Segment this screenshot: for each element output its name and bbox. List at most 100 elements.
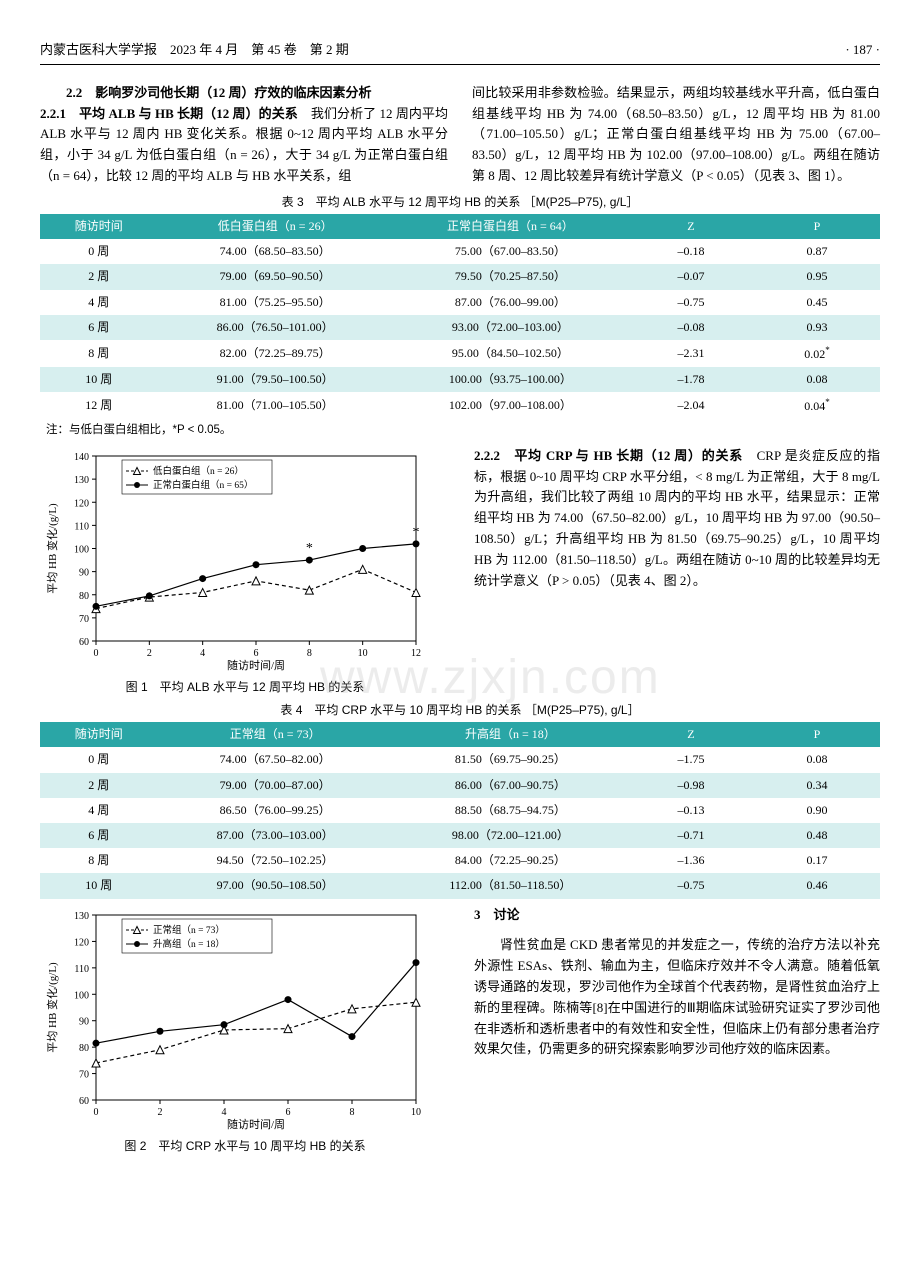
svg-text:*: * — [306, 541, 313, 556]
table-cell: 95.00（84.50–102.50） — [393, 340, 628, 367]
table-cell: 8 周 — [40, 848, 158, 873]
svg-text:70: 70 — [79, 1069, 89, 1080]
table-cell: –0.18 — [628, 239, 754, 264]
svg-text:0: 0 — [94, 648, 99, 659]
table-cell: 91.00（79.50–100.50） — [158, 367, 393, 392]
table-row: 10 周97.00（90.50–108.50）112.00（81.50–118.… — [40, 873, 880, 898]
table-cell: –0.08 — [628, 315, 754, 340]
svg-text:110: 110 — [74, 963, 89, 974]
table-cell: –0.98 — [628, 773, 754, 798]
table-row: 6 周87.00（73.00–103.00）98.00（72.00–121.00… — [40, 823, 880, 848]
table3-caption: 表 3 平均 ALB 水平与 12 周平均 HB 的关系 ［M(P25–P75)… — [40, 193, 880, 212]
table-cell: 0.48 — [754, 823, 880, 848]
svg-text:70: 70 — [79, 614, 89, 625]
table-cell: 0.08 — [754, 367, 880, 392]
table-cell: 8 周 — [40, 340, 158, 367]
table-cell: 86.00（76.50–101.00） — [158, 315, 393, 340]
fig1-caption: 图 1 平均 ALB 水平与 12 周平均 HB 的关系 — [40, 678, 450, 697]
table-cell: 81.00（75.25–95.50） — [158, 290, 393, 315]
section-3-head: 3 讨论 — [474, 907, 520, 922]
svg-text:60: 60 — [79, 1096, 89, 1107]
table-row: 10 周91.00（79.50–100.50）100.00（93.75–100.… — [40, 367, 880, 392]
table-cell: 79.00（70.00–87.00） — [158, 773, 393, 798]
svg-text:2: 2 — [158, 1107, 163, 1118]
table-cell: –0.13 — [628, 798, 754, 823]
table-cell: –1.78 — [628, 367, 754, 392]
table-cell: 74.00（67.50–82.00） — [158, 747, 393, 772]
table-cell: –0.75 — [628, 873, 754, 898]
table4-caption: 表 4 平均 CRP 水平与 10 周平均 HB 的关系 ［M(P25–P75)… — [40, 701, 880, 720]
table-cell: 10 周 — [40, 873, 158, 898]
table-cell: 82.00（72.25–89.75） — [158, 340, 393, 367]
table-cell: –1.36 — [628, 848, 754, 873]
table-header: Z — [628, 214, 754, 239]
intro-columns: 2.2 影响罗沙司他长期（12 周）疗效的临床因素分析 2.2.1 平均 ALB… — [40, 83, 880, 187]
table-cell: 94.50（72.50–102.25） — [158, 848, 393, 873]
table-cell: 0.02* — [754, 340, 880, 367]
svg-text:*: * — [413, 525, 420, 540]
svg-text:平均 HB 变化/(g/L): 平均 HB 变化/(g/L) — [45, 961, 59, 1052]
svg-text:6: 6 — [254, 648, 259, 659]
table-cell: 100.00（93.75–100.00） — [393, 367, 628, 392]
svg-text:130: 130 — [74, 911, 89, 922]
table-cell: 0.45 — [754, 290, 880, 315]
table-cell: 98.00（72.00–121.00） — [393, 823, 628, 848]
table-cell: 0.04* — [754, 392, 880, 419]
table-cell: –1.75 — [628, 747, 754, 772]
table-cell: 75.00（67.00–83.50） — [393, 239, 628, 264]
table-header: 随访时间 — [40, 214, 158, 239]
table-cell: –2.04 — [628, 392, 754, 419]
svg-text:130: 130 — [74, 475, 89, 486]
table-cell: 79.00（69.50–90.50） — [158, 264, 393, 289]
svg-text:100: 100 — [74, 990, 89, 1001]
table3-note: 注：与低白蛋白组相比，*P < 0.05。 — [46, 421, 880, 439]
svg-text:正常白蛋白组（n = 65）: 正常白蛋白组（n = 65） — [153, 479, 253, 491]
fig1-block: 60708090100110120130140024681012随访时间/周平均… — [40, 446, 450, 697]
table-row: 2 周79.00（69.50–90.50）79.50（70.25–87.50）–… — [40, 264, 880, 289]
table-cell: 84.00（72.25–90.25） — [393, 848, 628, 873]
svg-text:8: 8 — [307, 648, 312, 659]
table4: 随访时间正常组（n = 73）升高组（n = 18）ZP0 周74.00（67.… — [40, 722, 880, 898]
svg-text:4: 4 — [222, 1107, 227, 1118]
fig1-and-222: 60708090100110120130140024681012随访时间/周平均… — [40, 446, 880, 697]
table-header: Z — [628, 722, 754, 747]
table-cell: 0 周 — [40, 747, 158, 772]
section-2.2-head: 2.2 影响罗沙司他长期（12 周）疗效的临床因素分析 — [66, 85, 372, 100]
table-cell: 112.00（81.50–118.50） — [393, 873, 628, 898]
table-cell: 86.00（67.00–90.75） — [393, 773, 628, 798]
table-row: 2 周79.00（70.00–87.00）86.00（67.00–90.75）–… — [40, 773, 880, 798]
table-row: 4 周81.00（75.25–95.50）87.00（76.00–99.00）–… — [40, 290, 880, 315]
table3: 随访时间低白蛋白组（n = 26）正常白蛋白组（n = 64）ZP0 周74.0… — [40, 214, 880, 420]
svg-text:140: 140 — [74, 452, 89, 463]
table-row: 4 周86.50（76.00–99.25）88.50（68.75–94.75）–… — [40, 798, 880, 823]
svg-text:120: 120 — [74, 498, 89, 509]
table-cell: 10 周 — [40, 367, 158, 392]
table-cell: 86.50（76.00–99.25） — [158, 798, 393, 823]
svg-text:100: 100 — [74, 544, 89, 555]
table-row: 0 周74.00（68.50–83.50）75.00（67.00–83.50）–… — [40, 239, 880, 264]
table-header: 正常组（n = 73） — [158, 722, 393, 747]
svg-text:90: 90 — [79, 567, 89, 578]
svg-text:4: 4 — [200, 648, 205, 659]
table-cell: 81.50（69.75–90.25） — [393, 747, 628, 772]
fig1-chart: 60708090100110120130140024681012随访时间/周平均… — [40, 446, 450, 676]
table-cell: 12 周 — [40, 392, 158, 419]
page-number: · 187 · — [845, 40, 880, 61]
svg-text:随访时间/周: 随访时间/周 — [227, 1117, 285, 1131]
table-cell: 87.00（73.00–103.00） — [158, 823, 393, 848]
svg-text:随访时间/周: 随访时间/周 — [227, 658, 285, 672]
table-cell: –2.31 — [628, 340, 754, 367]
table-header: 升高组（n = 18） — [393, 722, 628, 747]
table-cell: 4 周 — [40, 798, 158, 823]
table-cell: 97.00（90.50–108.50） — [158, 873, 393, 898]
table-header: 低白蛋白组（n = 26） — [158, 214, 393, 239]
table-cell: –0.07 — [628, 264, 754, 289]
table-cell: 4 周 — [40, 290, 158, 315]
svg-text:10: 10 — [411, 1107, 421, 1118]
table-header: 随访时间 — [40, 722, 158, 747]
svg-text:90: 90 — [79, 1016, 89, 1027]
section-2.2.2-body: CRP 是炎症反应的指标，根据 0~10 周平均 CRP 水平分组，< 8 mg… — [474, 448, 880, 588]
para-1c: 间比较采用非参数检验。结果显示，两组均较基线水平升高，低白蛋白组基线平均 HB … — [472, 83, 880, 187]
fig2-caption: 图 2 平均 CRP 水平与 10 周平均 HB 的关系 — [40, 1137, 450, 1156]
left-column: 2.2 影响罗沙司他长期（12 周）疗效的临床因素分析 2.2.1 平均 ALB… — [40, 83, 448, 187]
